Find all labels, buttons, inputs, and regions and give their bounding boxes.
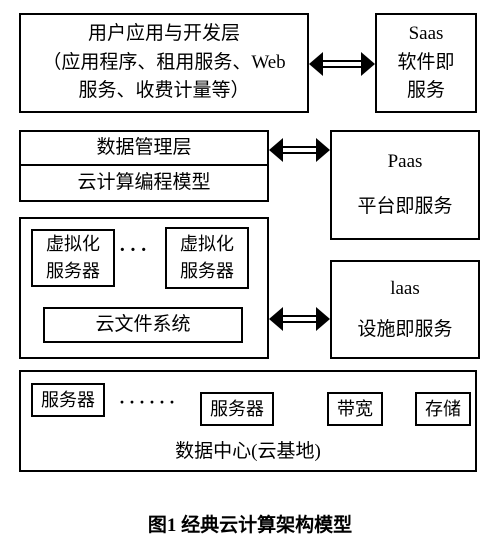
iaas-line1: laas — [390, 275, 420, 304]
iaas-box: laas 设施即服务 — [330, 260, 480, 359]
paas-box: Paas 平台即服务 — [330, 130, 480, 240]
cloud-prog-box: 云计算编程模型 — [19, 166, 269, 202]
user-app-line2: （应用程序、租用服务、Web — [42, 49, 285, 78]
virt-server-1: 虚拟化 服务器 — [31, 229, 115, 287]
dc-ellipsis: ······ — [119, 392, 179, 413]
saas-line1: Saas — [409, 20, 444, 49]
virt1-line2: 服务器 — [46, 258, 100, 285]
figure-caption: 图1 经典云计算架构模型 — [0, 510, 500, 537]
user-app-layer-box: 用户应用与开发层 （应用程序、租用服务、Web 服务、收费计量等） — [19, 13, 309, 113]
dc-server-2: 服务器 — [200, 392, 274, 426]
iaas-line2: 设施即服务 — [357, 316, 452, 345]
cloud-fs-label: 云文件系统 — [95, 311, 190, 340]
cloud-prog-label: 云计算编程模型 — [77, 169, 210, 198]
data-mgmt-label: 数据管理层 — [96, 134, 191, 163]
saas-line2: 软件即 — [397, 49, 454, 78]
user-app-line1: 用户应用与开发层 — [88, 20, 240, 49]
virt2-line1: 虚拟化 — [180, 231, 234, 258]
data-mgmt-box: 数据管理层 — [19, 130, 269, 166]
arrow-paas — [269, 138, 330, 162]
dc-storage: 存储 — [415, 392, 471, 426]
user-app-line3: 服务、收费计量等） — [78, 77, 249, 106]
dc-label: 数据中心(云基地) — [19, 436, 477, 463]
arrow-saas — [309, 52, 375, 76]
virt-server-2: 虚拟化 服务器 — [165, 227, 249, 289]
saas-box: Saas 软件即 服务 — [375, 13, 477, 113]
virt1-line1: 虚拟化 — [46, 231, 100, 258]
dc-bandwidth: 带宽 — [327, 392, 383, 426]
virt-ellipsis: ··· — [119, 239, 151, 262]
paas-line2: 平台即服务 — [357, 193, 452, 222]
arrow-iaas — [269, 307, 330, 331]
saas-line3: 服务 — [407, 77, 445, 106]
virt2-line2: 服务器 — [180, 258, 234, 285]
dc-server-1: 服务器 — [31, 383, 105, 417]
paas-line1: Paas — [388, 148, 423, 177]
cloud-fs-box: 云文件系统 — [43, 307, 243, 343]
